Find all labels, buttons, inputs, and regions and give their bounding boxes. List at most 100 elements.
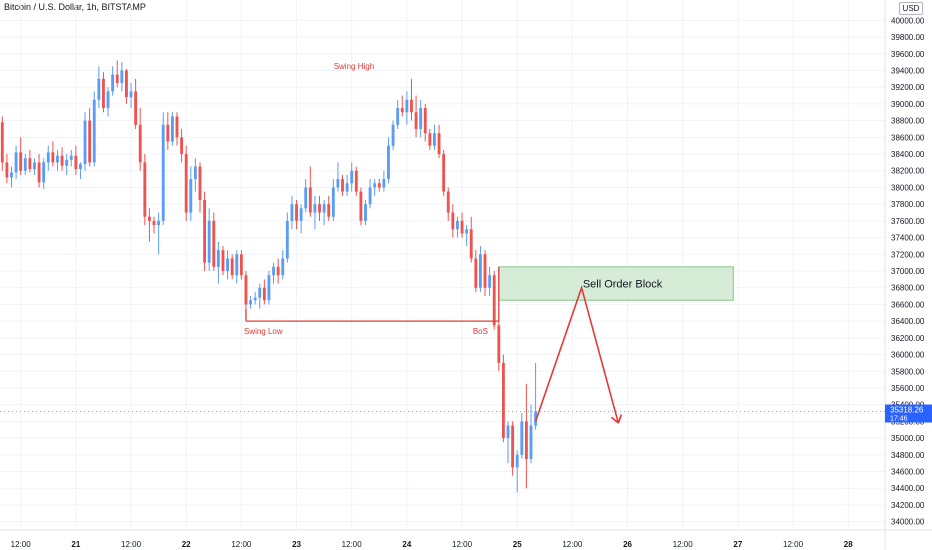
- candle-body[interactable]: [166, 124, 170, 142]
- candle-body[interactable]: [239, 254, 243, 276]
- candle-body[interactable]: [79, 164, 82, 170]
- candle-body[interactable]: [410, 99, 413, 113]
- candle-body[interactable]: [511, 425, 515, 468]
- candle-body[interactable]: [304, 187, 308, 209]
- candle-body[interactable]: [262, 287, 266, 301]
- candle-body[interactable]: [193, 166, 197, 180]
- candle-body[interactable]: [226, 258, 229, 271]
- candle-body[interactable]: [322, 204, 326, 213]
- candle-body[interactable]: [115, 74, 119, 84]
- candle-body[interactable]: [134, 91, 138, 125]
- candle-body[interactable]: [28, 158, 32, 170]
- candle-body[interactable]: [433, 133, 436, 146]
- candle-body[interactable]: [400, 108, 404, 113]
- candle-body[interactable]: [69, 155, 73, 160]
- candle-body[interactable]: [437, 133, 441, 155]
- candle-body[interactable]: [377, 183, 381, 188]
- candle-body[interactable]: [175, 116, 179, 138]
- candle-body[interactable]: [88, 120, 92, 163]
- candle-body[interactable]: [469, 229, 473, 259]
- candle-body[interactable]: [42, 162, 46, 183]
- candle-body[interactable]: [465, 229, 469, 234]
- candle-body[interactable]: [235, 254, 239, 276]
- currency-badge[interactable]: USD: [899, 2, 923, 15]
- candle-body[interactable]: [212, 220, 216, 267]
- candle-body[interactable]: [488, 275, 492, 288]
- candle-body[interactable]: [152, 220, 156, 226]
- candle-body[interactable]: [230, 258, 234, 276]
- candle-body[interactable]: [120, 70, 124, 84]
- candle-body[interactable]: [221, 250, 225, 271]
- candle-body[interactable]: [198, 166, 202, 200]
- candle-body[interactable]: [33, 162, 36, 170]
- candle-body[interactable]: [364, 204, 367, 221]
- candle-body[interactable]: [336, 179, 340, 188]
- candle-body[interactable]: [368, 187, 372, 205]
- candle-body[interactable]: [161, 124, 165, 221]
- candle-body[interactable]: [313, 204, 317, 213]
- candle-body[interactable]: [423, 108, 427, 134]
- candle-body[interactable]: [428, 133, 432, 146]
- candle-body[interactable]: [46, 152, 50, 163]
- candle-body[interactable]: [19, 152, 23, 171]
- candle-body[interactable]: [97, 78, 101, 100]
- candle-body[interactable]: [5, 162, 9, 178]
- candle-body[interactable]: [216, 250, 220, 267]
- candle-body[interactable]: [501, 362, 505, 439]
- candle-body[interactable]: [272, 266, 275, 276]
- candle-body[interactable]: [290, 204, 294, 221]
- candle-body[interactable]: [414, 112, 418, 129]
- candle-body[interactable]: [51, 152, 55, 163]
- candle-body[interactable]: [276, 266, 280, 276]
- candle-body[interactable]: [147, 216, 151, 221]
- candle-body[interactable]: [10, 172, 13, 178]
- candle-body[interactable]: [138, 124, 142, 163]
- candle-body[interactable]: [529, 425, 533, 459]
- candle-body[interactable]: [460, 220, 464, 234]
- candle-body[interactable]: [354, 170, 358, 192]
- candle-body[interactable]: [479, 254, 482, 288]
- candle-body[interactable]: [396, 108, 400, 125]
- candle-body[interactable]: [0, 122, 4, 163]
- candle-body[interactable]: [83, 120, 87, 165]
- candle-body[interactable]: [102, 78, 105, 109]
- candle-body[interactable]: [497, 325, 501, 363]
- candle-body[interactable]: [391, 124, 395, 146]
- candle-body[interactable]: [23, 158, 27, 171]
- candle-body[interactable]: [125, 70, 128, 98]
- candle-body[interactable]: [318, 204, 321, 213]
- order-block-zone[interactable]: [498, 266, 734, 301]
- candle-body[interactable]: [285, 220, 289, 259]
- candle-body[interactable]: [387, 145, 390, 180]
- candle-body[interactable]: [483, 254, 487, 288]
- candle-body[interactable]: [111, 74, 115, 92]
- candle-body[interactable]: [170, 116, 174, 142]
- candle-body[interactable]: [405, 99, 409, 113]
- candle-body[interactable]: [341, 179, 344, 192]
- candle-body[interactable]: [92, 99, 96, 163]
- candle-body[interactable]: [129, 91, 133, 98]
- candle-body[interactable]: [474, 258, 478, 288]
- candle-body[interactable]: [506, 425, 510, 439]
- candle-body[interactable]: [56, 155, 59, 163]
- candle-body[interactable]: [419, 108, 423, 129]
- candle-body[interactable]: [65, 159, 69, 166]
- candle-body[interactable]: [350, 170, 354, 184]
- candle-body[interactable]: [520, 421, 524, 455]
- candle-body[interactable]: [446, 191, 450, 213]
- candle-body[interactable]: [281, 258, 285, 276]
- candle-body[interactable]: [299, 208, 303, 221]
- candle-body[interactable]: [382, 179, 386, 188]
- candle-body[interactable]: [249, 300, 252, 305]
- candle-body[interactable]: [207, 220, 211, 263]
- candle-body[interactable]: [534, 411, 538, 426]
- candle-body[interactable]: [331, 187, 335, 217]
- candle-body[interactable]: [106, 91, 110, 109]
- candle-body[interactable]: [308, 187, 312, 213]
- projection-path[interactable]: [534, 284, 620, 424]
- candle-body[interactable]: [203, 199, 207, 263]
- candle-body[interactable]: [258, 287, 262, 298]
- candle-body[interactable]: [14, 152, 18, 173]
- candle-body[interactable]: [442, 154, 446, 192]
